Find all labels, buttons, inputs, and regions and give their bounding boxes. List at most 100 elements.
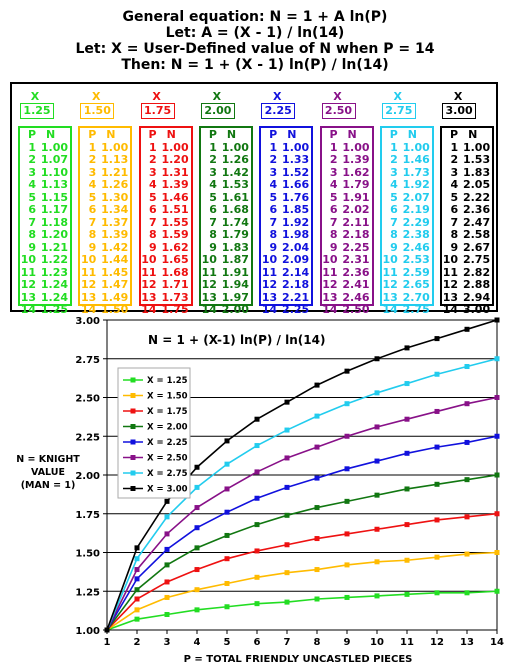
p-cell: 9 <box>329 240 338 254</box>
y-axis-label: VALUE <box>31 467 65 478</box>
data-point <box>254 574 260 580</box>
table-row: 13 1.49 <box>80 291 130 305</box>
table-row: 3 1.83 <box>442 165 492 180</box>
legend-label: X = 2.00 <box>147 423 188 433</box>
pn-table: P N 1 1.00 2 1.07 3 1.10 4 1.13 5 1.15 6 1.17 7 1.18 8 1.… <box>18 126 72 316</box>
data-point <box>464 551 470 557</box>
n-header: N <box>106 128 116 141</box>
table-row: 2 1.46 <box>382 153 432 167</box>
data-point <box>434 371 440 377</box>
table-row: 4 1.39 <box>141 178 191 192</box>
p-cell: 5 <box>329 190 338 204</box>
value-tables-panel: X 1.25 P N 1 1.00 2 1.07 3 1.10 4 1.13 5 1.15 6 1.17 7 1.… <box>10 82 498 316</box>
table-row: 9 2.04 <box>261 240 311 255</box>
data-point <box>494 356 500 362</box>
n-cell: 1.42 <box>101 240 129 254</box>
n-cell: 2.70 <box>402 290 430 304</box>
y-tick-label: 2.00 <box>75 471 100 482</box>
n-cell: 1.91 <box>342 190 370 204</box>
data-point <box>134 567 140 573</box>
table-row: 13 2.21 <box>261 291 311 305</box>
p-cell: 1 <box>329 140 338 154</box>
p-cell: 14 <box>141 303 157 316</box>
table-row: 14 2.75 <box>382 303 432 317</box>
p-cell: 11 <box>80 265 97 279</box>
table-row: 14 3.00 <box>442 303 492 317</box>
n-header: N <box>347 128 357 141</box>
n-cell: 1.79 <box>221 228 249 241</box>
x-label: X <box>272 90 282 103</box>
p-header: P <box>88 128 97 141</box>
table-row: 13 1.24 <box>20 291 70 305</box>
n-cell: 2.75 <box>402 303 430 316</box>
table-row: 4 1.66 <box>261 178 311 192</box>
table-row: 11 2.59 <box>382 265 432 280</box>
table-row: 2 1.20 <box>141 153 191 167</box>
p-cell: 4 <box>450 178 459 191</box>
n-cell: 1.66 <box>282 178 310 191</box>
n-cell: 1.20 <box>161 153 189 166</box>
data-point <box>254 495 260 501</box>
legend-swatch-marker <box>130 393 136 398</box>
p-cell: 3 <box>450 165 459 179</box>
p-header: P <box>27 128 36 141</box>
data-point <box>344 368 350 374</box>
n-cell: 1.07 <box>40 153 68 166</box>
n-cell: 2.59 <box>402 265 430 279</box>
data-point <box>494 433 500 439</box>
data-point <box>404 486 410 492</box>
n-cell: 1.55 <box>161 215 189 229</box>
data-point <box>374 390 380 396</box>
x-axis-label: P = TOTAL FRIENDLY UNCASTLED PIECES <box>184 654 413 665</box>
n-cell: 1.85 <box>282 203 310 216</box>
p-cell: 11 <box>442 265 459 279</box>
p-cell: 14 <box>261 303 278 316</box>
data-point <box>464 439 470 445</box>
data-point <box>134 616 140 622</box>
p-cell: 10 <box>442 253 459 266</box>
n-cell: 1.94 <box>221 278 249 291</box>
data-point <box>404 522 410 528</box>
data-point <box>464 477 470 483</box>
n-cell: 2.47 <box>462 215 491 229</box>
n-cell: 1.92 <box>282 215 310 229</box>
table-row: 11 1.23 <box>20 266 70 280</box>
p-cell: 12 <box>261 278 278 291</box>
table-row: 10 1.44 <box>80 253 130 267</box>
p-cell: 12 <box>382 278 398 291</box>
n-cell: 2.65 <box>402 278 430 291</box>
data-point <box>464 401 470 407</box>
p-cell: 14 <box>442 303 459 316</box>
table-row: 13 2.46 <box>322 291 372 305</box>
p-cell: 4 <box>28 178 36 191</box>
data-point <box>434 554 440 560</box>
p-cell: 6 <box>450 203 459 216</box>
p-cell: 3 <box>209 165 217 179</box>
n-cell: 2.36 <box>462 203 491 216</box>
p-header: P <box>148 128 157 141</box>
data-point <box>404 450 410 456</box>
data-point <box>314 596 320 602</box>
p-header: P <box>450 128 459 141</box>
data-point <box>314 413 320 419</box>
n-cell: 2.00 <box>221 303 249 316</box>
n-cell: 2.02 <box>342 203 370 216</box>
n-cell: 2.36 <box>342 265 370 279</box>
n-cell: 1.20 <box>40 228 68 241</box>
table-row: 6 1.85 <box>261 203 311 217</box>
p-cell: 9 <box>269 240 278 254</box>
n-cell: 1.13 <box>40 178 68 191</box>
table-row: 8 1.20 <box>20 228 70 242</box>
p-cell: 13 <box>141 290 157 304</box>
p-cell: 14 <box>20 303 36 316</box>
x-value-box: 1.25 <box>20 103 54 119</box>
n-cell: 1.26 <box>221 153 249 166</box>
table-row: 7 2.29 <box>382 216 432 230</box>
p-cell: 9 <box>28 240 36 254</box>
p-cell: 4 <box>390 178 398 191</box>
p-cell: 10 <box>20 253 36 266</box>
n-cell: 1.00 <box>282 140 310 154</box>
p-cell: 9 <box>148 240 157 254</box>
p-cell: 7 <box>269 215 278 229</box>
data-point <box>494 317 500 323</box>
